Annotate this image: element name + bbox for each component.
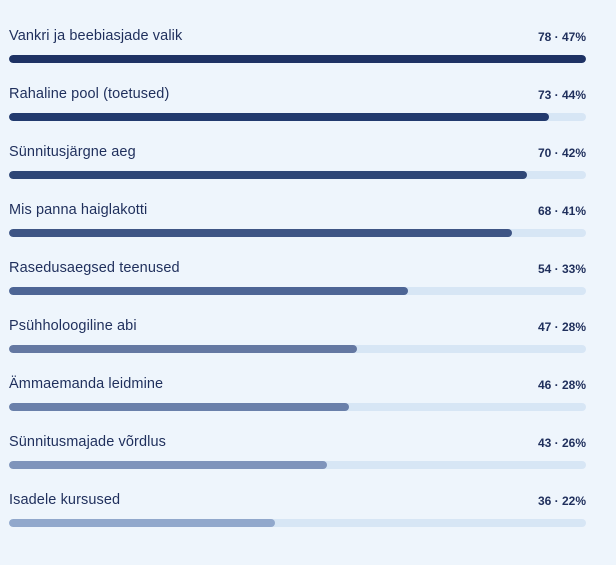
- bar-track: [9, 171, 586, 179]
- bar-row: Sünnitusjärgne aeg 70 · 42%: [9, 143, 586, 201]
- bar-value: 46 · 28%: [537, 378, 586, 392]
- bar-fill: [9, 55, 586, 63]
- bar-row: Ämmaemanda leidmine 46 · 28%: [9, 375, 586, 433]
- bar-row: Rahaline pool (toetused) 73 · 44%: [9, 85, 586, 143]
- bar-track: [9, 461, 586, 469]
- bar-track: [9, 403, 586, 411]
- bar-fill: [9, 403, 350, 411]
- bar-label: Vankri ja beebiasjade valik: [9, 28, 183, 44]
- bar-value: 43 · 26%: [537, 436, 586, 450]
- bar-fill: [9, 461, 328, 469]
- bar-value: 73 · 44%: [537, 88, 586, 102]
- bar-row: Psühholoogiline abi 47 · 28%: [9, 317, 586, 375]
- bar-track: [9, 519, 586, 527]
- bar-fill: [9, 345, 357, 353]
- bar-row: Isadele kursused 36 · 22%: [9, 491, 586, 549]
- bar-fill: [9, 287, 409, 295]
- bar-label: Mis panna haiglakotti: [9, 202, 148, 218]
- bar-value: 70 · 42%: [537, 146, 586, 160]
- bar-value: 78 · 47%: [537, 30, 586, 44]
- bar-value: 54 · 33%: [537, 262, 586, 276]
- bar-label: Isadele kursused: [9, 492, 121, 508]
- bar-fill: [9, 519, 276, 527]
- bar-track: [9, 345, 586, 353]
- bar-value: 68 · 41%: [537, 204, 586, 218]
- bar-value: 36 · 22%: [537, 494, 586, 508]
- bar-fill: [9, 229, 513, 237]
- bar-fill: [9, 113, 549, 121]
- bar-label: Sünnitusjärgne aeg: [9, 144, 136, 160]
- bar-track: [9, 113, 586, 121]
- bar-track: [9, 55, 586, 63]
- bar-label: Rasedusaegsed teenused: [9, 260, 180, 276]
- bar-row: Vankri ja beebiasjade valik 78 · 47%: [9, 27, 586, 85]
- bar-value: 47 · 28%: [537, 320, 586, 334]
- bar-track: [9, 229, 586, 237]
- bar-row: Mis panna haiglakotti 68 · 41%: [9, 201, 586, 259]
- bar-label: Psühholoogiline abi: [9, 318, 137, 334]
- bar-label: Ämmaemanda leidmine: [9, 376, 164, 392]
- bar-label: Sünnitusmajade võrdlus: [9, 434, 166, 450]
- bar-track: [9, 287, 586, 295]
- bar-row: Sünnitusmajade võrdlus 43 · 26%: [9, 433, 586, 491]
- horizontal-bar-chart: Vankri ja beebiasjade valik 78 · 47% Rah…: [9, 27, 586, 549]
- bar-label: Rahaline pool (toetused): [9, 86, 170, 102]
- bar-row: Rasedusaegsed teenused 54 · 33%: [9, 259, 586, 317]
- bar-fill: [9, 171, 527, 179]
